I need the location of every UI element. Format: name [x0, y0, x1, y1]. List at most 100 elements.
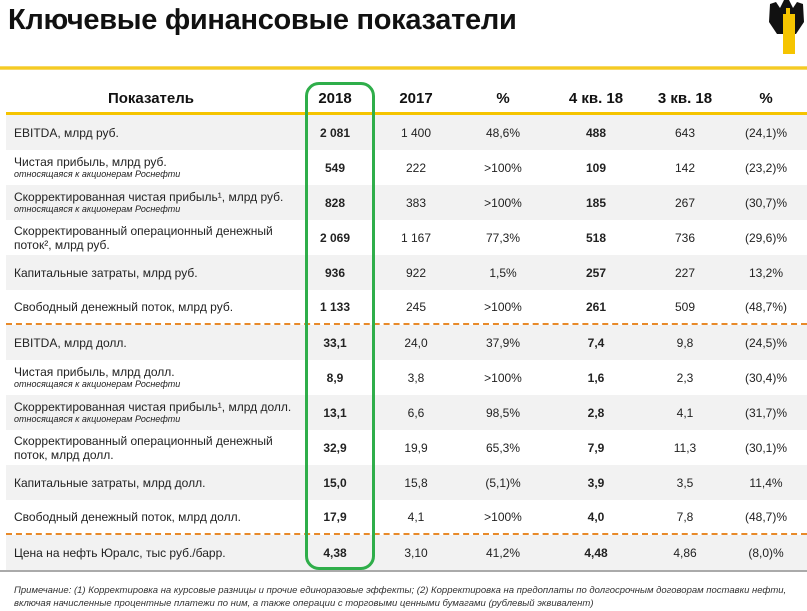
table-row: Чистая прибыль, млрд долл. относящаяся к … [6, 360, 807, 395]
value-cell: 15,0 [323, 475, 347, 490]
value-cell: (29,6)% [744, 230, 788, 245]
value-cell: 37,9% [485, 335, 521, 350]
value-cell: (24,5)% [744, 335, 788, 350]
label-text: Капитальные затраты, млрд долл. [14, 475, 206, 490]
value-cell: 267 [674, 195, 696, 210]
value-cell: 48,6% [485, 125, 521, 140]
value-cell: 109 [585, 160, 607, 175]
table-body: EBITDA, млрд руб. 2 081 1 400 48,6% 488 643 (2… [6, 115, 807, 570]
value-cell: (24,1)% [744, 125, 788, 140]
value-cell: 1 400 [400, 125, 432, 140]
row-label: Свободный денежный поток, млрд долл. [6, 510, 296, 524]
value-cell: (30,7)% [744, 195, 788, 210]
value-cell: 509 [674, 299, 696, 314]
label-subtext: относящаяся к акционерам Роснефти [14, 204, 181, 214]
table-row: Скорректированный операционный денежный … [6, 430, 807, 465]
value-cell: 6,6 [407, 405, 425, 420]
value-cell: >100% [484, 195, 522, 210]
value-cell: 3,9 [587, 475, 605, 490]
label-text: EBITDA, млрд долл. [14, 335, 127, 350]
divider [0, 66, 807, 70]
value-cell: 245 [405, 299, 427, 314]
value-cell: 7,8 [676, 509, 694, 524]
value-cell: 2 081 [319, 125, 351, 140]
value-cell: 4,0 [587, 509, 605, 524]
value-cell: 922 [405, 265, 427, 280]
header-cell: % [759, 89, 773, 107]
table-row: Чистая прибыль, млрд руб. относящаяся к а… [6, 150, 807, 185]
label-subtext: относящаяся к акционерам Роснефти [14, 414, 181, 424]
value-cell: 2,8 [587, 405, 605, 420]
value-cell: 13,2% [748, 265, 784, 280]
header-cell: 4 кв. 18 [568, 89, 624, 107]
value-cell: 1 167 [400, 230, 432, 245]
value-cell: 227 [674, 265, 696, 280]
row-label: Скорректированный операционный денежный … [6, 434, 296, 462]
value-cell: 33,1 [323, 335, 347, 350]
table-row: Скорректированный операционный денежный … [6, 220, 807, 255]
table-row: Цена на нефть Юралс, тыс руб./барр. 4,38 3… [6, 535, 807, 570]
value-cell: 518 [585, 230, 607, 245]
row-label: Чистая прибыль, млрд долл. относящаяся к … [6, 365, 296, 390]
label-text: Капитальные затраты, млрд руб. [14, 265, 198, 280]
label-subtext: относящаяся к акционерам Роснефти [14, 169, 181, 179]
label-text: Скорректированная чистая прибыль¹, млрд … [14, 400, 292, 414]
value-cell: 488 [585, 125, 607, 140]
highlight-2018-column [305, 82, 375, 570]
label-text: Скорректированный операционный денежный … [14, 223, 273, 252]
rosneft-logo-icon [769, 0, 804, 54]
value-cell: (8,0)% [748, 545, 784, 560]
table-row: EBITDA, млрд руб. 2 081 1 400 48,6% 488 643 (2… [6, 115, 807, 150]
table-row: Свободный денежный поток, млрд долл. 17,9… [6, 500, 807, 535]
value-cell: 7,4 [587, 335, 605, 350]
value-cell: 257 [585, 265, 607, 280]
value-cell: 936 [324, 265, 346, 280]
value-cell: 185 [585, 195, 607, 210]
label-subtext: относящаяся к акционерам Роснефти [14, 379, 181, 389]
label-text: EBITDA, млрд руб. [14, 125, 119, 140]
header-cell: 3 кв. 18 [657, 89, 713, 107]
row-label: Цена на нефть Юралс, тыс руб./барр. [6, 546, 296, 560]
value-cell: (5,1)% [485, 475, 521, 490]
value-cell: 24,0 [404, 335, 428, 350]
value-cell: 4,48 [584, 545, 608, 560]
value-cell: 2,3 [676, 370, 694, 385]
value-cell: 15,8 [404, 475, 428, 490]
value-cell: 1 133 [319, 299, 351, 314]
table-row: Скорректированная чистая прибыль¹, млрд … [6, 185, 807, 220]
label-text: Чистая прибыль, млрд долл. [14, 365, 175, 379]
value-cell: 8,9 [326, 370, 344, 385]
label-text: Скорректированный операционный денежный … [14, 433, 273, 462]
value-cell: 383 [405, 195, 427, 210]
table-row: Скорректированная чистая прибыль¹, млрд … [6, 395, 807, 430]
label-text: Свободный денежный поток, млрд руб. [14, 299, 234, 314]
table-row: Капитальные затраты, млрд руб. 936 922 1,5%… [6, 255, 807, 290]
header-divider [6, 112, 807, 115]
value-cell: (48,7)% [744, 509, 788, 524]
row-label: EBITDA, млрд долл. [6, 336, 296, 350]
value-cell: >100% [484, 299, 522, 314]
row-label: Скорректированный операционный денежный … [6, 224, 296, 252]
value-cell: 142 [674, 160, 696, 175]
value-cell: >100% [484, 509, 522, 524]
value-cell: 261 [585, 299, 607, 314]
header-cell: 2017 [399, 89, 433, 107]
value-cell: 4,1 [676, 405, 694, 420]
header-cell: % [496, 89, 510, 107]
table-row: Капитальные затраты, млрд долл. 15,0 15,8 (… [6, 465, 807, 500]
row-label: Чистая прибыль, млрд руб. относящаяся к а… [6, 155, 296, 180]
value-cell: 77,3% [485, 230, 521, 245]
label-text: Цена на нефть Юралс, тыс руб./барр. [14, 545, 226, 560]
value-cell: 9,8 [676, 335, 694, 350]
value-cell: >100% [484, 370, 522, 385]
value-cell: 828 [324, 195, 346, 210]
row-label: Капитальные затраты, млрд долл. [6, 476, 296, 490]
page-title: Ключевые финансовые показатели [8, 4, 517, 36]
value-cell: 19,9 [404, 440, 428, 455]
value-cell: 98,5% [485, 405, 521, 420]
value-cell: 7,9 [587, 440, 605, 455]
value-cell: 4,1 [407, 509, 425, 524]
value-cell: 4,38 [323, 545, 347, 560]
row-label: EBITDA, млрд руб. [6, 126, 296, 140]
row-label: Свободный денежный поток, млрд руб. [6, 300, 296, 314]
